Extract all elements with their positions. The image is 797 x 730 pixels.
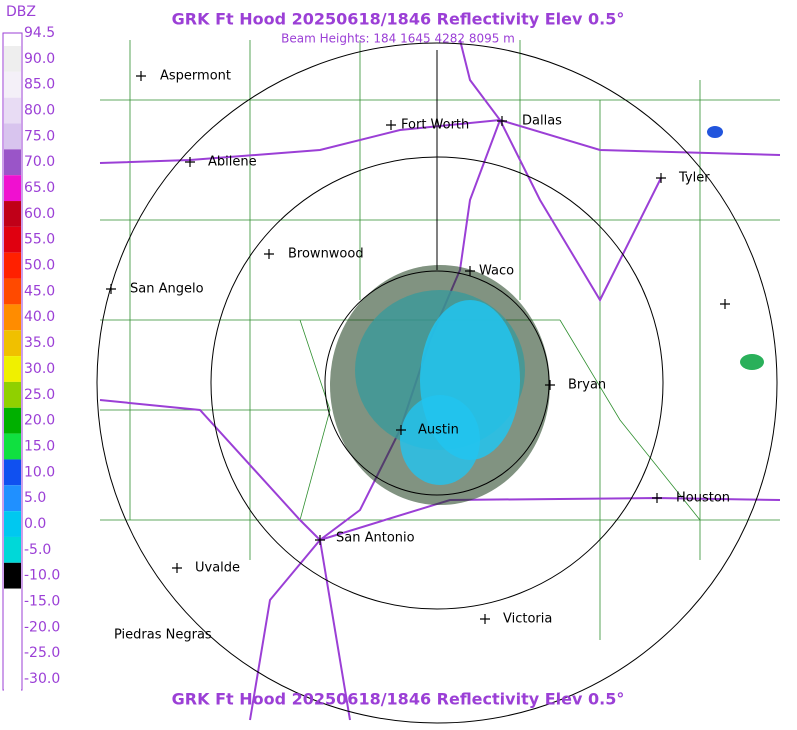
legend-swatch xyxy=(4,330,21,357)
legend-swatch xyxy=(4,123,21,150)
legend-swatch xyxy=(4,175,21,202)
legend-label: -5.0 xyxy=(24,542,51,558)
legend-label: 20.0 xyxy=(24,413,55,429)
legend-swatch xyxy=(4,201,21,227)
legend-label: 80.0 xyxy=(24,103,55,119)
city-label: Uvalde xyxy=(195,561,240,576)
legend-swatch xyxy=(4,407,21,434)
legend-swatch xyxy=(4,614,21,641)
legend-label: 60.0 xyxy=(24,206,55,222)
legend-swatch xyxy=(4,149,21,176)
city-label: Brownwood xyxy=(288,247,364,262)
city-label: San Angelo xyxy=(130,282,204,297)
legend-label: 10.0 xyxy=(24,464,55,480)
city-label: Austin xyxy=(418,423,459,438)
city-label: Bryan xyxy=(568,378,606,393)
title: GRK Ft Hood 20250618/1846 Reflectivity E… xyxy=(172,10,625,29)
legend-swatch xyxy=(4,381,21,408)
legend-label: 90.0 xyxy=(24,51,55,67)
legend-swatch xyxy=(4,46,21,72)
legend-label: 5.0 xyxy=(24,490,46,506)
legend: 94.5 90.0 85.0 80.0 75.0 70.0 65.0 60.0 55.0 50.0… xyxy=(2,25,60,692)
city-label: Waco xyxy=(479,264,514,279)
legend-label: 75.0 xyxy=(24,128,55,144)
legend-label: 15.0 xyxy=(24,438,55,454)
city-label: Fort Worth xyxy=(401,118,469,133)
legend-label: -15.0 xyxy=(24,593,60,609)
legend-swatch xyxy=(4,71,21,98)
footer-title: GRK Ft Hood 20250618/1846 Reflectivity E… xyxy=(172,690,625,709)
legend-swatch xyxy=(4,433,21,460)
legend-title: DBZ xyxy=(6,4,36,20)
city-label: Houston xyxy=(676,491,730,506)
legend-swatch xyxy=(4,252,21,279)
legend-swatch xyxy=(4,97,21,124)
legend-label: 94.5 xyxy=(24,25,55,41)
legend-swatch xyxy=(4,278,21,305)
legend-label: 45.0 xyxy=(24,283,55,299)
legend-label: 40.0 xyxy=(24,309,55,325)
legend-swatch xyxy=(4,485,21,512)
legend-swatch xyxy=(4,536,21,563)
legend-label: 50.0 xyxy=(24,258,55,274)
legend-label: -30.0 xyxy=(24,671,60,687)
city-label: Aspermont xyxy=(160,69,231,84)
legend-swatch xyxy=(4,226,21,253)
city-label: Tyler xyxy=(678,171,710,186)
legend-label: -20.0 xyxy=(24,619,60,635)
city-label: Dallas xyxy=(522,114,562,129)
cities: Aspermont Fort Worth Dallas Tyler Abilen… xyxy=(106,69,730,643)
legend-label: 70.0 xyxy=(24,154,55,170)
city-label: Abilene xyxy=(208,155,257,170)
legend-label: 65.0 xyxy=(24,180,55,196)
radar-echoes xyxy=(330,126,764,505)
legend-label: -25.0 xyxy=(24,645,60,661)
legend-label: 55.0 xyxy=(24,232,55,248)
beam-heights: Beam Heights: 184 1645 4282 8095 m xyxy=(281,32,515,46)
legend-swatch xyxy=(4,356,21,382)
city-label: San Antonio xyxy=(336,531,415,546)
legend-label: 30.0 xyxy=(24,361,55,377)
city-label: Piedras Negras xyxy=(114,628,212,643)
legend-swatch xyxy=(4,511,21,537)
legend-swatch xyxy=(4,640,21,667)
legend-swatch xyxy=(4,459,21,486)
range-rings xyxy=(96,42,778,724)
legend-label: -10.0 xyxy=(24,568,60,584)
legend-label: 25.0 xyxy=(24,387,55,403)
legend-label: 35.0 xyxy=(24,335,55,351)
legend-swatch xyxy=(4,562,21,589)
legend-swatch xyxy=(4,304,21,331)
legend-label: 0.0 xyxy=(24,516,46,532)
legend-swatch xyxy=(4,666,21,692)
legend-swatch xyxy=(4,588,21,615)
city-label: Victoria xyxy=(503,612,552,627)
legend-label: 85.0 xyxy=(24,77,55,93)
